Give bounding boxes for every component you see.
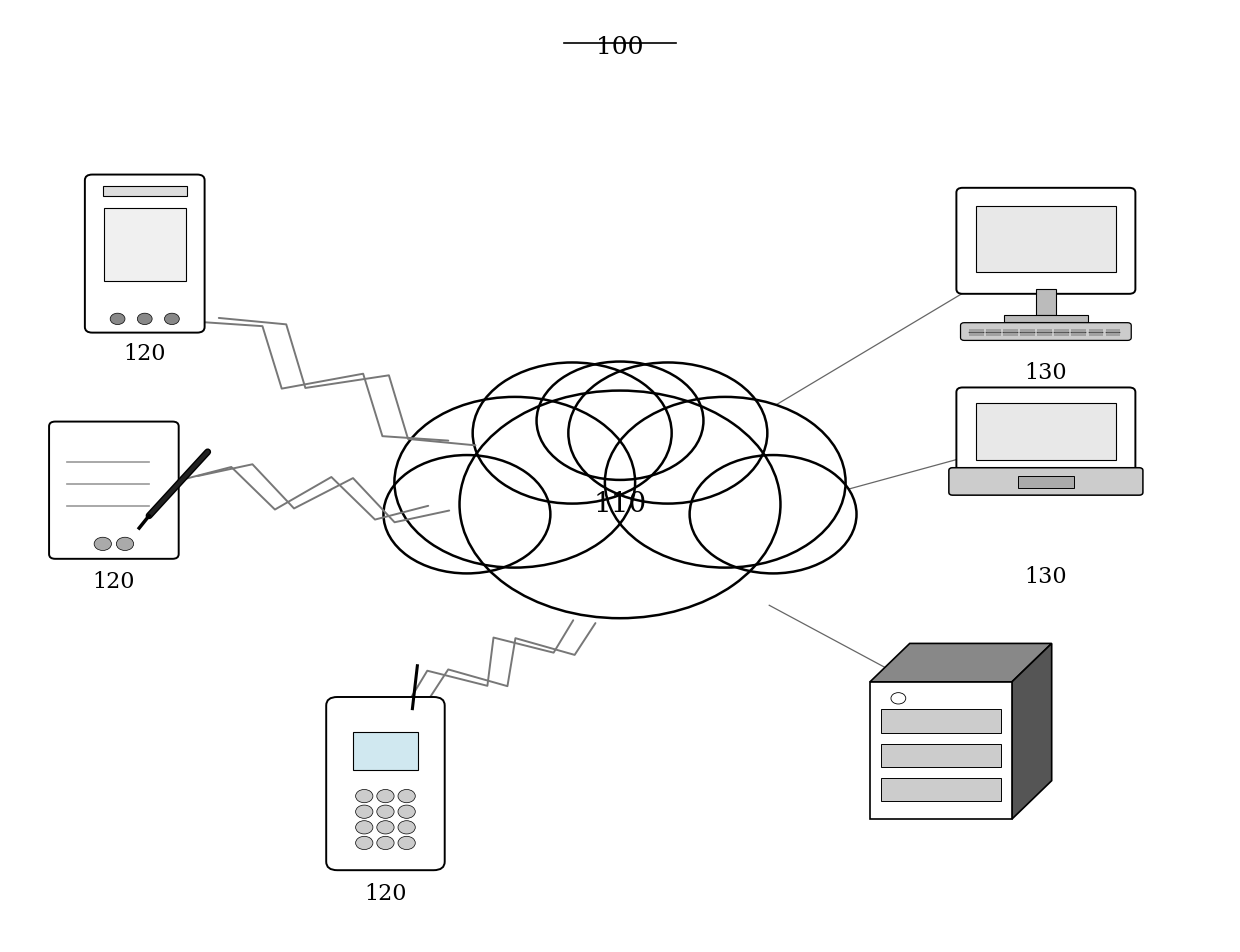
Circle shape	[398, 789, 415, 803]
Bar	[882, 778, 1001, 802]
Circle shape	[356, 836, 373, 849]
Ellipse shape	[472, 363, 672, 504]
Text: 120: 120	[93, 570, 135, 593]
FancyBboxPatch shape	[956, 188, 1136, 294]
Circle shape	[110, 313, 125, 325]
Circle shape	[94, 537, 112, 550]
Ellipse shape	[460, 390, 780, 618]
Circle shape	[398, 821, 415, 834]
Ellipse shape	[394, 397, 635, 567]
Text: 130: 130	[1024, 565, 1068, 588]
Circle shape	[117, 537, 134, 550]
Bar	[870, 682, 1012, 819]
Polygon shape	[1012, 644, 1052, 819]
FancyBboxPatch shape	[50, 422, 179, 559]
Ellipse shape	[537, 362, 703, 480]
Circle shape	[356, 805, 373, 819]
Bar	[1018, 476, 1074, 487]
FancyBboxPatch shape	[956, 387, 1136, 475]
Circle shape	[398, 836, 415, 849]
Bar	[103, 186, 187, 196]
Circle shape	[377, 789, 394, 803]
Ellipse shape	[383, 455, 551, 573]
Text: 130: 130	[1024, 363, 1068, 385]
Circle shape	[165, 313, 180, 325]
Bar	[882, 709, 1001, 733]
FancyBboxPatch shape	[961, 323, 1131, 341]
Text: 110: 110	[594, 491, 646, 518]
Ellipse shape	[689, 455, 857, 573]
Bar	[976, 206, 1116, 271]
Circle shape	[356, 789, 373, 803]
FancyBboxPatch shape	[326, 697, 445, 870]
Circle shape	[377, 836, 394, 849]
Bar	[882, 744, 1001, 767]
Circle shape	[377, 805, 394, 819]
FancyBboxPatch shape	[84, 174, 205, 332]
Bar	[1004, 314, 1087, 322]
Ellipse shape	[605, 397, 846, 567]
FancyBboxPatch shape	[949, 467, 1143, 495]
Bar	[1035, 289, 1056, 314]
Polygon shape	[870, 644, 1052, 682]
Text: 120: 120	[365, 883, 407, 905]
Ellipse shape	[568, 363, 768, 504]
Circle shape	[398, 805, 415, 819]
Circle shape	[138, 313, 153, 325]
Bar	[104, 208, 186, 282]
Bar	[976, 403, 1116, 460]
Circle shape	[892, 693, 905, 704]
Text: 120: 120	[124, 344, 166, 366]
Circle shape	[377, 821, 394, 834]
Circle shape	[356, 821, 373, 834]
Bar	[352, 732, 418, 769]
Text: 100: 100	[596, 36, 644, 59]
